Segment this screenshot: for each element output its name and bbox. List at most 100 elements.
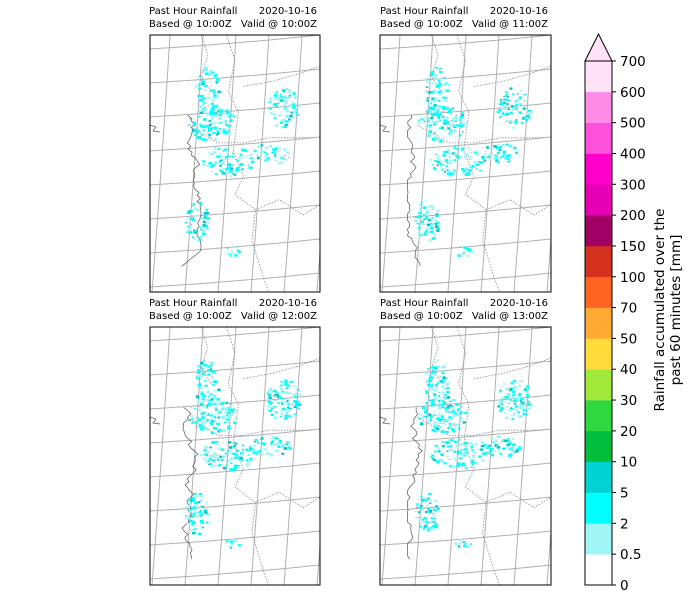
precip-cell [428,492,432,495]
precip-cell [249,446,252,449]
precip-cell [518,392,521,395]
precip-cell [437,508,440,511]
precip-cell [195,85,197,87]
precip-cell [230,251,233,254]
precip-cell [448,465,451,467]
precip-cell [211,395,213,397]
precip-cell [498,103,501,106]
precip-cell [214,109,217,111]
precip-cell [262,443,266,446]
precip-cell [440,380,443,383]
meridian-gridline [250,35,270,292]
precip-cell [260,436,264,440]
precip-cell [192,498,196,502]
precip-cell [219,164,222,167]
precip-cell [288,447,292,450]
precip-cell [219,169,222,172]
precip-cell [247,450,250,452]
precip-cell [490,447,494,451]
panel-3-title: Past Hour Rainfall [380,298,468,309]
precip-cell [511,418,514,421]
precip-cell [208,361,212,364]
precip-cell [488,154,490,156]
precip-cell [283,148,287,152]
precip-cell [454,429,456,431]
precip-cell [431,207,435,210]
precip-cell [451,400,453,402]
precip-cell [207,460,210,463]
precip-cell [230,539,235,542]
precip-cell [423,206,427,209]
precip-cell [423,516,427,520]
precip-cell [227,129,229,131]
precip-cell [204,66,208,69]
precip-cell [198,532,201,535]
precip-cell [214,126,218,129]
precip-cell [499,391,502,394]
precip-cell [233,421,237,425]
precip-cell [206,456,209,459]
precip-cell [454,427,456,429]
precip-cell [437,222,440,224]
precip-cell [298,107,300,109]
precip-cell [236,449,238,451]
precip-cell [247,168,250,170]
precip-cell [204,453,208,457]
precip-cell [193,493,196,495]
precip-cell [203,364,207,367]
precip-cell [191,418,194,420]
precip-cell [212,403,216,406]
precip-cell [469,158,471,160]
precip-cell [433,509,436,512]
panel-0-map [150,35,320,292]
precip-cell [197,416,200,419]
precip-cell [441,89,443,91]
precip-cell [227,253,230,255]
precip-cell [214,427,218,430]
precip-cell [270,407,274,410]
precip-cell [455,120,458,122]
precip-cell [230,167,232,168]
precip-cell [458,438,461,441]
precip-cell [435,386,438,389]
precip-cell [512,93,515,95]
meridian-gridline [546,525,551,585]
precip-cell [481,459,485,462]
colorbar-label: Rainfall accumulated over the past 60 mi… [652,209,684,412]
precip-cell [276,396,279,398]
precip-cell [512,400,514,402]
colorbar-tick-label: 0 [620,578,629,594]
precip-cell [296,389,299,392]
precip-cell [212,91,216,94]
precip-cell [426,380,429,382]
precip-cell [202,526,204,529]
precip-cell [493,145,497,148]
precip-cell [293,399,297,403]
precip-cell [193,508,197,512]
precip-cell [427,135,431,137]
precip-cell [277,102,280,104]
precip-cell [464,442,468,445]
precip-cell [510,415,512,417]
precip-cell [465,453,467,455]
precip-cell [204,448,206,450]
precip-cell [232,445,236,448]
precip-cell [217,413,219,416]
precip-cell [287,406,290,409]
precip-cell [211,418,213,420]
precip-cell [453,450,457,453]
precip-cell [242,444,245,447]
precip-cell [264,159,267,162]
precip-cell [232,115,236,118]
panel-1-frame [379,34,552,293]
precip-cell [446,405,450,408]
precip-cell [448,459,450,460]
precip-cell [445,411,448,414]
precip-cell [237,464,240,467]
precip-cell [421,220,423,222]
precip-cell [500,100,502,102]
precip-cell [501,113,505,116]
precip-cell [457,424,459,426]
precip-cell [442,96,446,99]
precip-cell [441,460,445,464]
